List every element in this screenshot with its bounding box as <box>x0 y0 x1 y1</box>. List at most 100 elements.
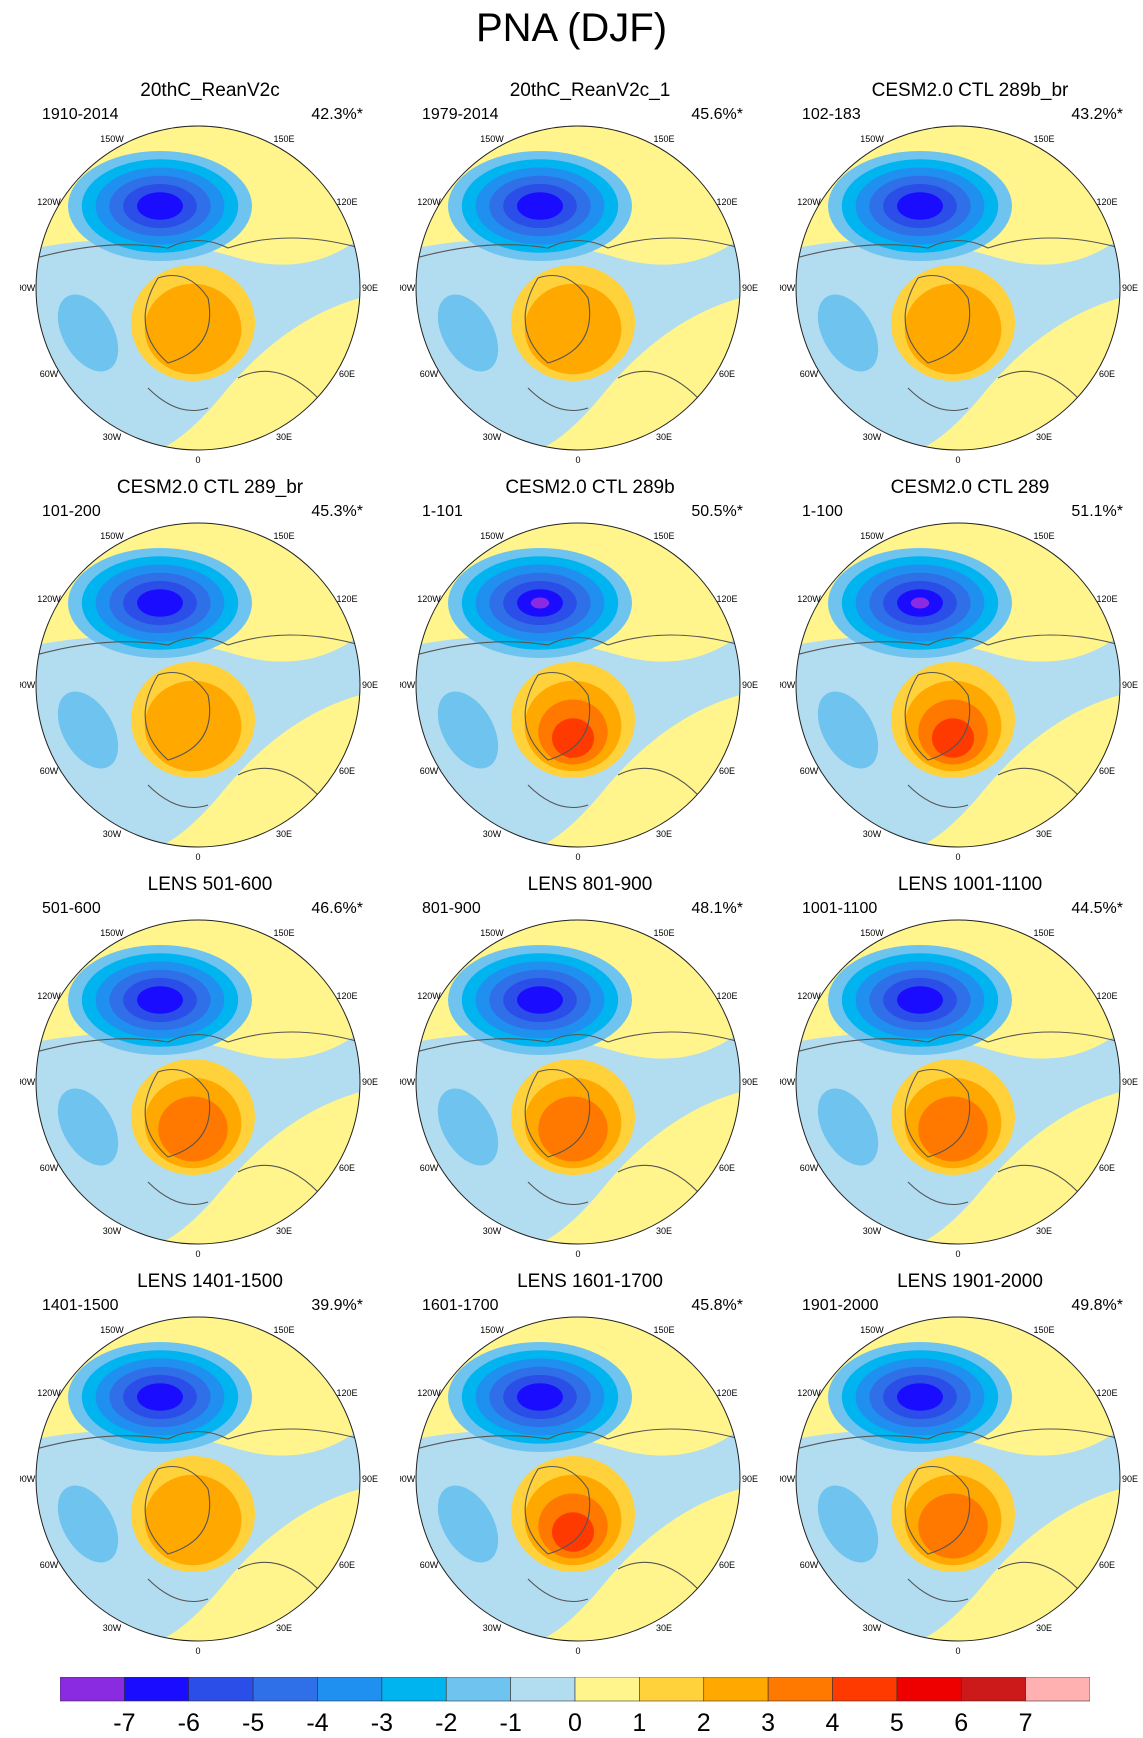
negative-anomaly-contour <box>817 1088 879 1166</box>
panel-variance-percent: 50.5%* <box>691 503 743 520</box>
colorbar-tick-label: 4 <box>826 1709 840 1735</box>
map-boundary <box>35 125 361 451</box>
longitude-label: 150W <box>100 928 124 938</box>
longitude-label: 150E <box>273 1325 294 1335</box>
map-panel: 20thC_ReanV2c1910-201442.3%*180150E120E9… <box>20 80 400 480</box>
map-panel: LENS 1001-11001001-110044.5%*180150E120E… <box>780 874 1143 1274</box>
longitude-label: 90W <box>20 1077 36 1087</box>
longitude-label: 150W <box>480 531 504 541</box>
panel-title: LENS 1401-1500 <box>137 1271 283 1292</box>
longitude-label: 30E <box>656 1623 672 1633</box>
negative-anomaly-contour <box>137 986 183 1014</box>
coastline <box>416 1031 740 1244</box>
colorbar-tick-label: -5 <box>242 1709 264 1735</box>
colorbar-swatch <box>60 1677 125 1702</box>
longitude-label: 60E <box>1099 1560 1115 1570</box>
coastline <box>36 1428 360 1641</box>
longitude-label: 90W <box>400 283 416 293</box>
map-boundary <box>35 1316 361 1642</box>
longitude-label: 150E <box>273 531 294 541</box>
negative-anomaly-contour <box>437 1485 499 1563</box>
longitude-label: 120W <box>797 594 821 604</box>
longitude-label: 120W <box>417 197 441 207</box>
positive-anomaly-contour <box>144 283 242 375</box>
longitude-label: 150W <box>480 134 504 144</box>
longitude-label: 120W <box>417 1388 441 1398</box>
longitude-label: 60W <box>40 766 59 776</box>
longitude-label: 150W <box>860 1325 884 1335</box>
negative-anomaly-contour <box>517 192 563 220</box>
polar-map: 180150E120E90E60E30E030W60W90W120W150W <box>400 1316 758 1656</box>
panel-years: 101-200 <box>42 503 101 520</box>
polar-map: 180150E120E90E60E30E030W60W90W120W150W <box>780 919 1138 1259</box>
longitude-label: 120E <box>1096 197 1117 207</box>
panel-title: CESM2.0 CTL 289_br <box>116 477 304 498</box>
colorbar-tick-label: 7 <box>1019 1709 1033 1735</box>
longitude-label: 0 <box>575 852 580 862</box>
longitude-label: 150E <box>653 1325 674 1335</box>
polar-map: 180150E120E90E60E30E030W60W90W120W150W <box>400 919 758 1259</box>
longitude-label: 120W <box>37 1388 61 1398</box>
panel-title: LENS 1601-1700 <box>517 1271 663 1292</box>
longitude-label: 30W <box>483 829 502 839</box>
panel-title: CESM2.0 CTL 289b_br <box>871 80 1069 101</box>
colorbar-tick-label: -2 <box>435 1709 457 1735</box>
polar-map: 180150E120E90E60E30E030W60W90W120W150W <box>780 1316 1138 1656</box>
panel-variance-percent: 45.6%* <box>691 106 743 123</box>
panel-variance-percent: 46.6%* <box>311 900 363 917</box>
negative-anomaly-contour <box>437 1088 499 1166</box>
map-boundary <box>795 125 1121 451</box>
longitude-label: 0 <box>955 1249 960 1259</box>
longitude-label: 90W <box>20 283 36 293</box>
longitude-label: 120E <box>716 197 737 207</box>
longitude-label: 90W <box>780 1077 796 1087</box>
longitude-label: 150E <box>1033 531 1054 541</box>
panel-variance-percent: 43.2%* <box>1071 106 1123 123</box>
map-boundary <box>415 919 741 1245</box>
panel-years: 1401-1500 <box>42 1297 119 1314</box>
colorbar-tick-label: 6 <box>954 1709 968 1735</box>
colorbar-tick-label: 1 <box>632 1709 646 1735</box>
positive-anomaly-contour <box>144 680 242 772</box>
polar-map: 180150E120E90E60E30E030W60W90W120W150W <box>780 522 1138 862</box>
panel-variance-percent: 48.1%* <box>691 900 743 917</box>
map-panel: LENS 501-600501-60046.6%*180150E120E90E6… <box>20 874 400 1274</box>
polar-map: 180150E120E90E60E30E030W60W90W120W150W <box>20 1316 378 1656</box>
coastline <box>36 634 360 847</box>
longitude-label: 90E <box>1122 1077 1138 1087</box>
longitude-label: 60E <box>719 1163 735 1173</box>
coastline <box>36 1031 360 1244</box>
longitude-label: 0 <box>955 455 960 465</box>
colorbar-tick-label: -4 <box>306 1709 328 1735</box>
panel-years: 102-183 <box>802 106 861 123</box>
longitude-label: 60W <box>420 766 439 776</box>
map-panel: LENS 1401-1500 1401-1500 39.9%* 180150E120E… <box>20 1271 400 1671</box>
panel-variance-percent: 42.3%* <box>311 106 363 123</box>
colorbar-swatch <box>960 1677 1026 1702</box>
longitude-label: 30W <box>483 1226 502 1236</box>
panel-variance-percent: 44.5%* <box>1071 900 1123 917</box>
longitude-label: 30E <box>1036 1226 1052 1236</box>
map-boundary <box>795 522 1121 848</box>
panel-title: CESM2.0 CTL 289 <box>890 477 1050 498</box>
longitude-label: 90E <box>742 283 758 293</box>
longitude-label: 30E <box>276 1623 292 1633</box>
colorbar-tick-label: -7 <box>113 1709 135 1735</box>
panel-variance-percent: 39.9%* <box>311 1297 363 1314</box>
colorbar-tick-label: 3 <box>761 1709 775 1735</box>
longitude-label: 30W <box>103 829 122 839</box>
longitude-label: 60W <box>40 1163 59 1173</box>
longitude-label: 90W <box>780 680 796 690</box>
coastline <box>416 237 740 450</box>
map-panel: LENS 1601-17001601-170045.8%*180150E120E… <box>400 1271 780 1671</box>
longitude-label: 0 <box>575 1249 580 1259</box>
coastline <box>796 634 1120 847</box>
longitude-label: 60W <box>800 766 819 776</box>
negative-anomaly-contour <box>137 192 183 220</box>
longitude-label: 0 <box>575 1646 580 1656</box>
negative-anomaly-contour <box>437 691 499 769</box>
map-boundary <box>795 1316 1121 1642</box>
longitude-label: 120W <box>797 1388 821 1398</box>
colorbar-tick-label: 2 <box>697 1709 711 1735</box>
longitude-label: 30E <box>1036 1623 1052 1633</box>
